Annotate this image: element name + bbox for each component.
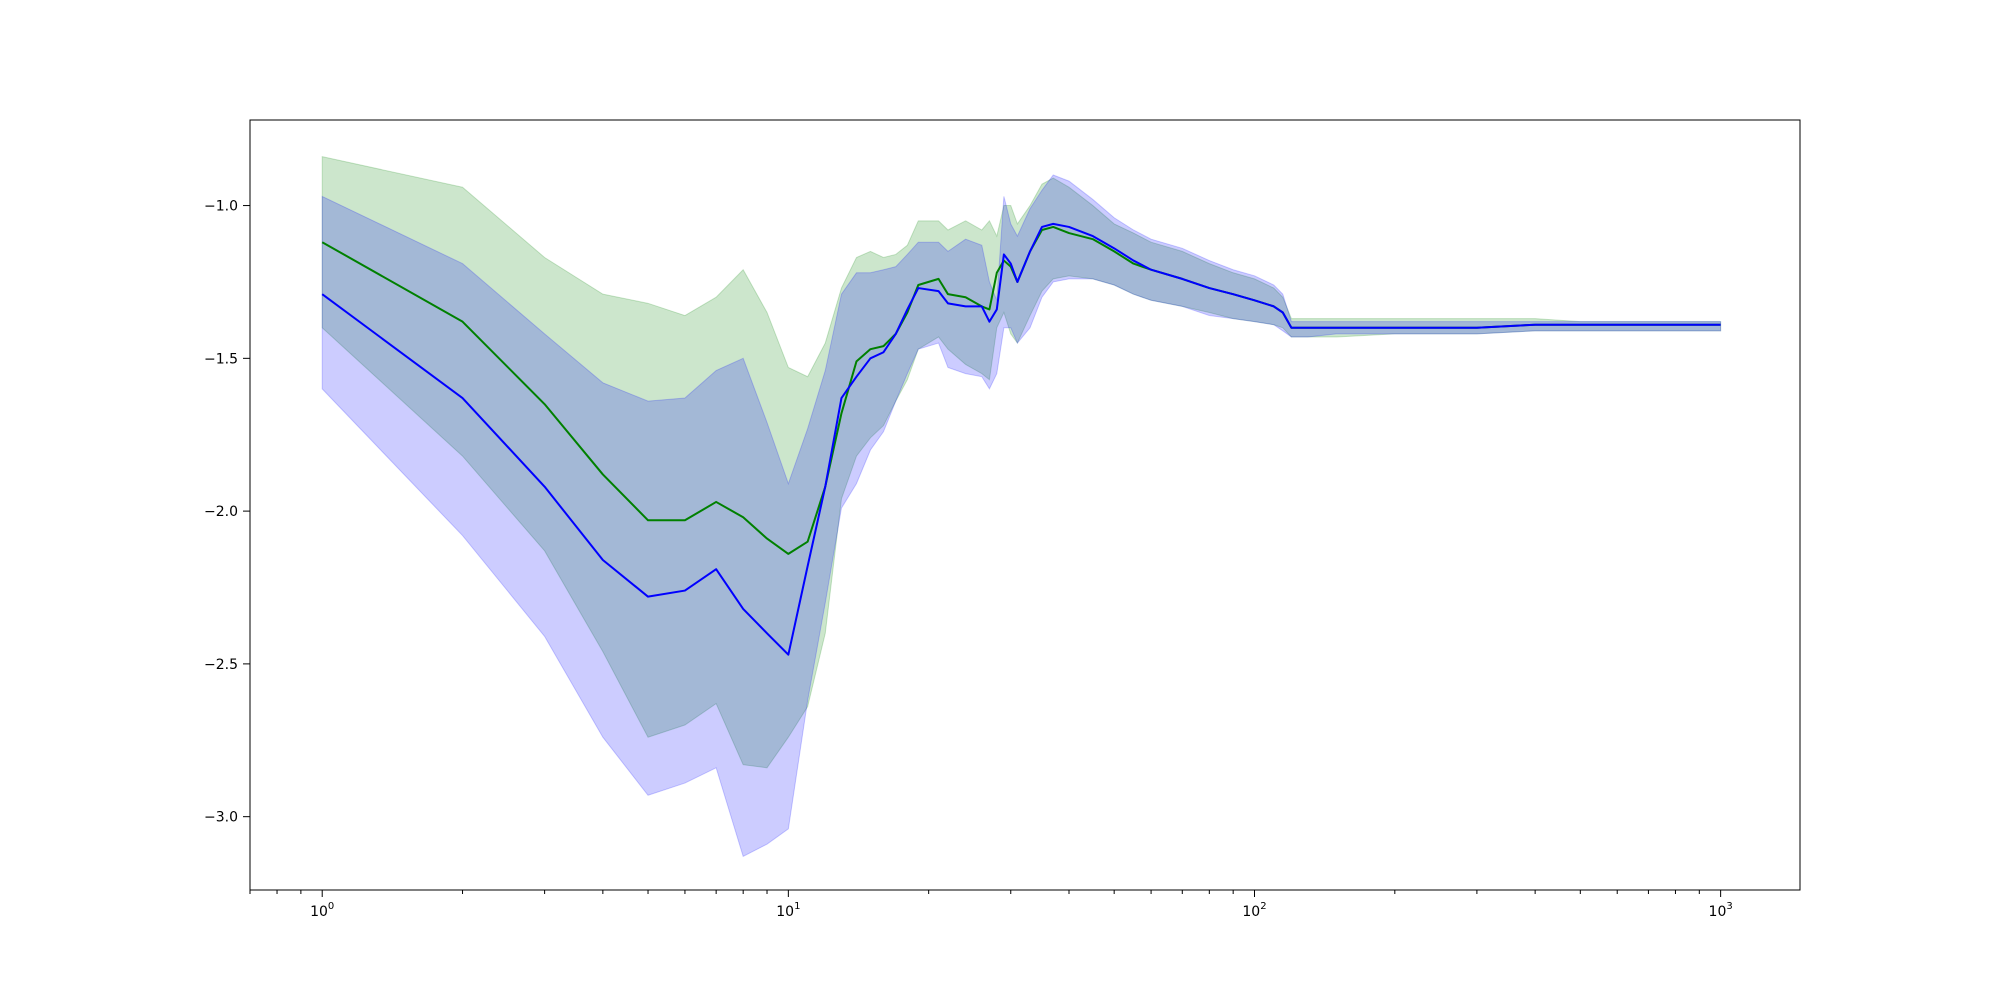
y-tick-label: −3.0 — [204, 810, 238, 826]
x-tick-label: 100 — [310, 901, 334, 920]
confidence-bands — [321, 156, 1722, 858]
y-axis: −1.0 −1.5 −2.0 −2.5 −3.0 — [204, 199, 250, 826]
y-tick-label: −1.0 — [204, 199, 238, 215]
series-2-line — [321, 222, 1721, 656]
y-tick-label: −2.5 — [204, 657, 238, 673]
x-tick-label: 103 — [1709, 901, 1733, 920]
y-tick-label: −1.5 — [204, 351, 238, 367]
plot-area-frame — [249, 119, 1801, 891]
x-tick-label: 101 — [776, 901, 800, 920]
series-2-band — [321, 174, 1722, 858]
series-lines — [321, 222, 1721, 656]
y-tick-label: −2.0 — [204, 504, 238, 520]
series-1-band — [321, 156, 1722, 769]
x-tick-label: 102 — [1242, 901, 1266, 920]
x-axis: 100 101 102 103 — [249, 890, 1733, 920]
